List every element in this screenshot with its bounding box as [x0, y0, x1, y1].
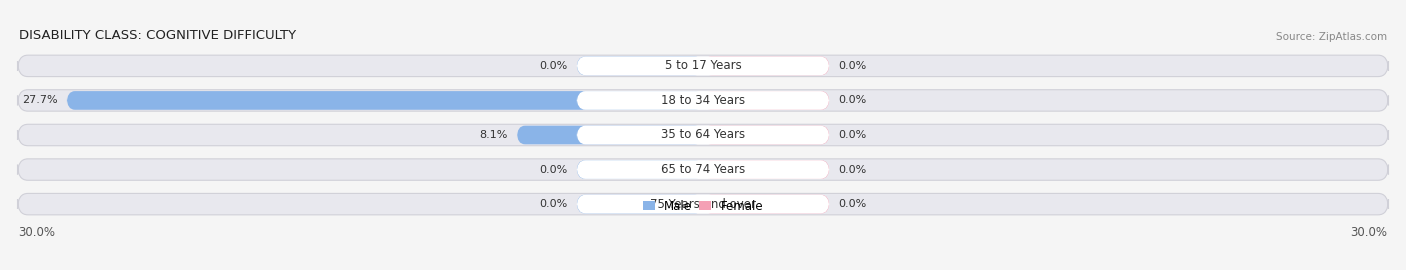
Text: 30.0%: 30.0%: [18, 225, 56, 239]
Text: 0.0%: 0.0%: [540, 61, 568, 71]
FancyBboxPatch shape: [576, 195, 830, 214]
Text: 0.0%: 0.0%: [838, 61, 866, 71]
Text: 0.0%: 0.0%: [838, 164, 866, 175]
Legend: Male, Female: Male, Female: [638, 195, 768, 217]
FancyBboxPatch shape: [17, 90, 1389, 111]
FancyBboxPatch shape: [576, 126, 830, 144]
Text: 27.7%: 27.7%: [22, 95, 58, 106]
FancyBboxPatch shape: [17, 193, 1389, 215]
FancyBboxPatch shape: [576, 56, 703, 75]
FancyBboxPatch shape: [703, 56, 830, 75]
Text: 0.0%: 0.0%: [838, 199, 866, 209]
Text: 5 to 17 Years: 5 to 17 Years: [665, 59, 741, 72]
FancyBboxPatch shape: [576, 56, 830, 75]
Text: 75 Years and over: 75 Years and over: [650, 198, 756, 211]
FancyBboxPatch shape: [576, 160, 830, 179]
FancyBboxPatch shape: [703, 195, 830, 214]
FancyBboxPatch shape: [67, 91, 703, 110]
FancyBboxPatch shape: [576, 91, 830, 110]
FancyBboxPatch shape: [703, 91, 830, 110]
Text: 0.0%: 0.0%: [540, 164, 568, 175]
FancyBboxPatch shape: [576, 195, 703, 214]
FancyBboxPatch shape: [17, 159, 1389, 180]
FancyBboxPatch shape: [703, 126, 830, 144]
FancyBboxPatch shape: [576, 160, 703, 179]
Text: 0.0%: 0.0%: [540, 199, 568, 209]
Text: 8.1%: 8.1%: [479, 130, 508, 140]
FancyBboxPatch shape: [517, 126, 703, 144]
Text: Source: ZipAtlas.com: Source: ZipAtlas.com: [1277, 32, 1388, 42]
Text: DISABILITY CLASS: COGNITIVE DIFFICULTY: DISABILITY CLASS: COGNITIVE DIFFICULTY: [18, 29, 295, 42]
FancyBboxPatch shape: [703, 160, 830, 179]
Text: 65 to 74 Years: 65 to 74 Years: [661, 163, 745, 176]
FancyBboxPatch shape: [17, 124, 1389, 146]
Text: 35 to 64 Years: 35 to 64 Years: [661, 129, 745, 141]
Text: 18 to 34 Years: 18 to 34 Years: [661, 94, 745, 107]
Text: 0.0%: 0.0%: [838, 130, 866, 140]
Text: 0.0%: 0.0%: [838, 95, 866, 106]
Text: 30.0%: 30.0%: [1350, 225, 1388, 239]
FancyBboxPatch shape: [17, 55, 1389, 77]
